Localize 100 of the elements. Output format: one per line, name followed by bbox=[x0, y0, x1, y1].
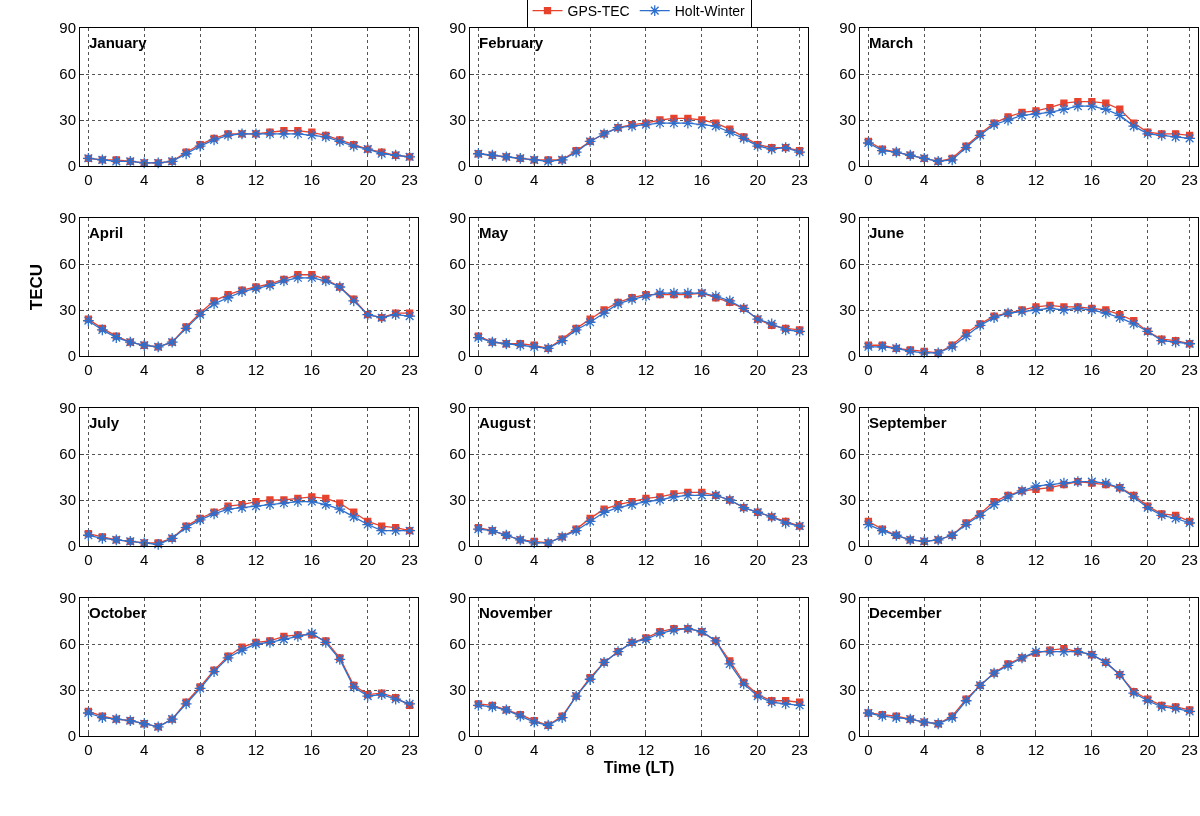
x-tick-label: 23 bbox=[1181, 171, 1198, 188]
chart-title: January bbox=[89, 34, 148, 51]
y-tick-label: 0 bbox=[847, 347, 856, 365]
x-tick-label: 4 bbox=[920, 361, 929, 378]
y-tick-label: 90 bbox=[59, 19, 76, 37]
x-tick-label: 12 bbox=[1027, 171, 1045, 188]
x-tick-label: 8 bbox=[975, 551, 985, 568]
x-tick-label: 8 bbox=[585, 741, 595, 758]
y-tick-label: 0 bbox=[847, 157, 856, 175]
x-tick-label: 8 bbox=[195, 361, 205, 378]
y-tick-label: 60 bbox=[839, 445, 856, 463]
y-tick-label: 60 bbox=[449, 65, 466, 83]
legend-label: Holt-Winter bbox=[674, 3, 746, 20]
y-tick-label: 90 bbox=[839, 19, 856, 37]
x-tick-label: 12 bbox=[637, 741, 655, 758]
x-tick-label: 12 bbox=[1027, 551, 1045, 568]
x-tick-label: 16 bbox=[303, 551, 321, 568]
y-axis-title: TECU bbox=[26, 263, 46, 311]
x-tick-label: 23 bbox=[1181, 551, 1198, 568]
x-tick-label: 23 bbox=[1181, 361, 1198, 378]
y-tick-label: 0 bbox=[847, 537, 856, 555]
x-tick-label: 12 bbox=[1027, 361, 1045, 378]
chart-title: November bbox=[479, 604, 553, 621]
x-tick-label: 23 bbox=[401, 361, 418, 378]
x-tick-label: 20 bbox=[1139, 171, 1157, 188]
y-tick-label: 30 bbox=[839, 681, 856, 699]
x-tick-label: 20 bbox=[359, 361, 377, 378]
x-tick-label: 0 bbox=[84, 741, 93, 758]
x-tick-label: 20 bbox=[1139, 741, 1157, 758]
x-tick-label: 12 bbox=[247, 171, 265, 188]
chart-title: December bbox=[869, 604, 942, 621]
y-tick-label: 30 bbox=[839, 491, 856, 509]
y-tick-label: 90 bbox=[839, 399, 856, 417]
y-tick-label: 0 bbox=[67, 347, 76, 365]
y-tick-label: 60 bbox=[449, 445, 466, 463]
y-tick-label: 60 bbox=[59, 445, 76, 463]
x-tick-label: 8 bbox=[585, 361, 595, 378]
y-tick-label: 60 bbox=[59, 255, 76, 273]
x-tick-label: 0 bbox=[474, 741, 483, 758]
x-tick-label: 8 bbox=[585, 551, 595, 568]
x-axis-title: Time (LT) bbox=[603, 758, 675, 776]
x-tick-label: 8 bbox=[975, 741, 985, 758]
y-tick-label: 0 bbox=[457, 347, 466, 365]
x-tick-label: 12 bbox=[637, 551, 655, 568]
y-tick-label: 90 bbox=[59, 209, 76, 227]
x-tick-label: 8 bbox=[195, 551, 205, 568]
chart-title: October bbox=[89, 604, 147, 621]
y-tick-label: 90 bbox=[839, 589, 856, 607]
x-tick-label: 23 bbox=[1181, 741, 1198, 758]
x-tick-label: 20 bbox=[749, 551, 767, 568]
y-tick-label: 30 bbox=[449, 111, 466, 129]
x-tick-label: 4 bbox=[920, 551, 929, 568]
x-tick-label: 16 bbox=[1083, 171, 1101, 188]
x-tick-label: 20 bbox=[749, 741, 767, 758]
y-tick-label: 0 bbox=[457, 157, 466, 175]
x-tick-label: 16 bbox=[303, 171, 321, 188]
x-tick-label: 0 bbox=[864, 361, 873, 378]
x-tick-label: 16 bbox=[693, 361, 711, 378]
y-tick-label: 60 bbox=[839, 65, 856, 83]
y-tick-label: 30 bbox=[449, 301, 466, 319]
x-tick-label: 0 bbox=[864, 171, 873, 188]
y-tick-label: 90 bbox=[59, 589, 76, 607]
x-tick-label: 4 bbox=[920, 741, 929, 758]
y-tick-label: 30 bbox=[449, 491, 466, 509]
x-tick-label: 8 bbox=[195, 171, 205, 188]
x-tick-label: 12 bbox=[637, 171, 655, 188]
x-tick-label: 20 bbox=[1139, 551, 1157, 568]
x-tick-label: 20 bbox=[359, 741, 377, 758]
x-tick-label: 23 bbox=[401, 741, 418, 758]
x-tick-label: 8 bbox=[195, 741, 205, 758]
y-tick-label: 0 bbox=[67, 727, 76, 745]
x-tick-label: 8 bbox=[975, 171, 985, 188]
x-tick-label: 23 bbox=[791, 361, 808, 378]
x-tick-label: 4 bbox=[530, 551, 539, 568]
legend-label: GPS-TEC bbox=[567, 3, 630, 20]
x-tick-label: 0 bbox=[84, 171, 93, 188]
chart-title: July bbox=[89, 414, 120, 431]
x-tick-label: 23 bbox=[401, 551, 418, 568]
x-tick-label: 16 bbox=[1083, 361, 1101, 378]
x-tick-label: 4 bbox=[530, 361, 539, 378]
x-tick-label: 12 bbox=[247, 741, 265, 758]
y-tick-label: 90 bbox=[449, 399, 466, 417]
x-tick-label: 4 bbox=[920, 171, 929, 188]
x-tick-label: 4 bbox=[140, 551, 149, 568]
y-tick-label: 0 bbox=[67, 537, 76, 555]
x-tick-label: 0 bbox=[864, 741, 873, 758]
y-tick-label: 30 bbox=[59, 111, 76, 129]
x-tick-label: 20 bbox=[359, 551, 377, 568]
y-tick-label: 0 bbox=[457, 727, 466, 745]
y-tick-label: 0 bbox=[847, 727, 856, 745]
x-tick-label: 8 bbox=[585, 171, 595, 188]
x-tick-label: 23 bbox=[791, 741, 808, 758]
chart-title: May bbox=[479, 224, 509, 241]
x-tick-label: 23 bbox=[791, 551, 808, 568]
y-tick-label: 0 bbox=[67, 157, 76, 175]
x-tick-label: 12 bbox=[247, 361, 265, 378]
x-tick-label: 20 bbox=[749, 171, 767, 188]
x-tick-label: 0 bbox=[84, 551, 93, 568]
x-tick-label: 16 bbox=[303, 361, 321, 378]
y-tick-label: 60 bbox=[449, 635, 466, 653]
